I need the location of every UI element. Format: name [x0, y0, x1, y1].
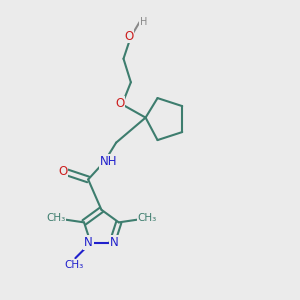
Text: CH₃: CH₃	[137, 213, 157, 223]
Text: O: O	[124, 30, 133, 43]
Text: CH₃: CH₃	[46, 213, 65, 223]
Text: CH₃: CH₃	[64, 260, 83, 270]
Text: H: H	[140, 17, 147, 27]
Text: O: O	[58, 165, 67, 178]
Text: N: N	[84, 236, 93, 249]
Text: N: N	[110, 236, 119, 249]
Text: O: O	[115, 97, 124, 110]
Text: NH: NH	[100, 155, 118, 168]
